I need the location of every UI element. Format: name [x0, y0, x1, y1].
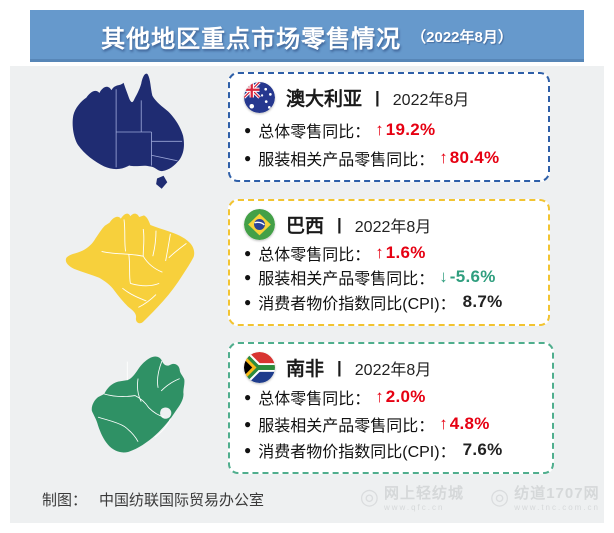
metric-value: -5.6%: [449, 267, 496, 287]
watermark-tnc: ◎ 纺道1707网 www.tnc.com.cn: [490, 482, 600, 512]
metric-label: 总体零售同比：: [258, 391, 371, 409]
brazil-card: 巴西 | 2022年8月 ● 总体零售同比： ↑ 1.6% ● 服装相关产品零售…: [228, 199, 550, 326]
credit-label: 制图：: [42, 492, 88, 509]
metric-label: 总体零售同比：: [258, 246, 371, 264]
australia-period: 2022年8月: [392, 91, 470, 109]
australia-card: 澳大利亚 | 2022年8月 ● 总体零售同比： ↑ 19.2% ● 服装相关产…: [228, 72, 550, 182]
south-africa-map-shape: [91, 356, 185, 453]
australia-map-shape: [72, 73, 184, 189]
metric-label: 服装相关产品零售同比：: [258, 417, 435, 435]
metric-label: 消费者物价指数同比(CPI)：: [258, 443, 456, 461]
divider-bar: |: [337, 357, 342, 377]
up-arrow-icon: ↑: [439, 148, 448, 167]
bullet-icon: ●: [244, 270, 252, 285]
south-africa-metric-retail: ● 总体零售同比： ↑ 2.0%: [244, 385, 538, 409]
watermark-qfc: ◎ 网上轻纺城 www.qfc.cn: [360, 482, 464, 512]
bullet-icon: ●: [244, 122, 252, 137]
metric-value: 19.2%: [385, 119, 436, 139]
credit-line: 制图： 中国纺联国际贸易办公室: [42, 489, 264, 510]
metric-value: 8.7%: [462, 291, 503, 311]
south-africa-card-header: 南非 | 2022年8月: [244, 352, 538, 383]
south-africa-flag-icon: [244, 352, 275, 383]
divider-bar: |: [337, 214, 342, 234]
brazil-card-header: 巴西 | 2022年8月: [244, 209, 534, 240]
bullet-icon: ●: [244, 245, 252, 260]
brazil-map: [52, 198, 212, 332]
metric-value: 80.4%: [449, 148, 500, 167]
watermark-name: 纺道1707网: [514, 485, 600, 502]
bullet-icon: ●: [244, 294, 252, 309]
credit-value: 中国纺联国际贸易办公室: [99, 492, 265, 509]
south-africa-metric-cpi: ● 消费者物价指数同比(CPI)： 7.6%: [244, 438, 538, 462]
up-arrow-icon: ↑: [375, 387, 384, 407]
watermarks: ◎ 网上轻纺城 www.qfc.cn ◎ 纺道1707网 www.tnc.com…: [360, 482, 600, 512]
header-banner: 其他地区重点市场零售情况 （2022年8月）: [30, 10, 584, 62]
bullet-icon: ●: [244, 390, 252, 405]
australia-metric-retail: ● 总体零售同比： ↑ 19.2%: [244, 118, 534, 142]
up-arrow-icon: ↑: [439, 413, 448, 433]
bullet-icon: ●: [244, 416, 252, 431]
up-arrow-icon: ↑: [375, 119, 384, 139]
watermark-name: 网上轻纺城: [383, 485, 464, 502]
brazil-country-name: 巴西: [286, 216, 325, 237]
qfc-logo-icon: ◎: [359, 484, 379, 509]
up-arrow-icon: ↑: [375, 242, 384, 262]
metric-value: 7.6%: [462, 439, 503, 459]
south-africa-map: [58, 340, 212, 468]
brazil-metric-retail: ● 总体零售同比： ↑ 1.6%: [244, 241, 534, 265]
bullet-icon: ●: [244, 442, 252, 457]
page-title: 其他地区重点市场零售情况: [101, 25, 402, 53]
australia-card-header: 澳大利亚 | 2022年8月: [244, 82, 534, 113]
divider-bar: |: [375, 87, 380, 107]
australia-flag-icon: [244, 82, 275, 113]
bullet-icon: ●: [244, 151, 252, 165]
watermark-url: www.qfc.cn: [383, 503, 445, 512]
australia-metric-apparel: ● 服装相关产品零售同比： ↑ 80.4%: [244, 146, 534, 170]
south-africa-card: 南非 | 2022年8月 ● 总体零售同比： ↑ 2.0% ● 服装相关产品零售…: [228, 342, 554, 474]
south-africa-metric-apparel: ● 服装相关产品零售同比： ↑ 4.8%: [244, 412, 538, 436]
south-africa-period: 2022年8月: [354, 361, 432, 379]
brazil-metric-apparel: ● 服装相关产品零售同比： ↓ -5.6%: [244, 265, 534, 289]
metric-label: 消费者物价指数同比(CPI)：: [258, 295, 456, 313]
brazil-map-shape: [65, 213, 195, 324]
metric-value: 4.8%: [449, 413, 490, 433]
watermark-url: www.tnc.com.cn: [514, 503, 600, 512]
brazil-flag-icon: [244, 209, 275, 240]
brazil-metric-cpi: ● 消费者物价指数同比(CPI)： 8.7%: [244, 290, 534, 314]
metric-label: 服装相关产品零售同比：: [258, 152, 435, 169]
tnc-logo-icon: ◎: [490, 484, 510, 509]
metric-value: 1.6%: [385, 242, 426, 262]
metric-value: 2.0%: [385, 387, 426, 407]
australia-country-name: 澳大利亚: [286, 89, 363, 110]
south-africa-country-name: 南非: [286, 359, 325, 380]
down-arrow-icon: ↓: [439, 267, 448, 287]
australia-map: [38, 64, 224, 200]
brazil-period: 2022年8月: [354, 218, 432, 236]
page-subtitle: （2022年8月）: [411, 28, 513, 46]
metric-label: 服装相关产品零售同比：: [258, 271, 435, 289]
metric-label: 总体零售同比：: [258, 123, 371, 141]
